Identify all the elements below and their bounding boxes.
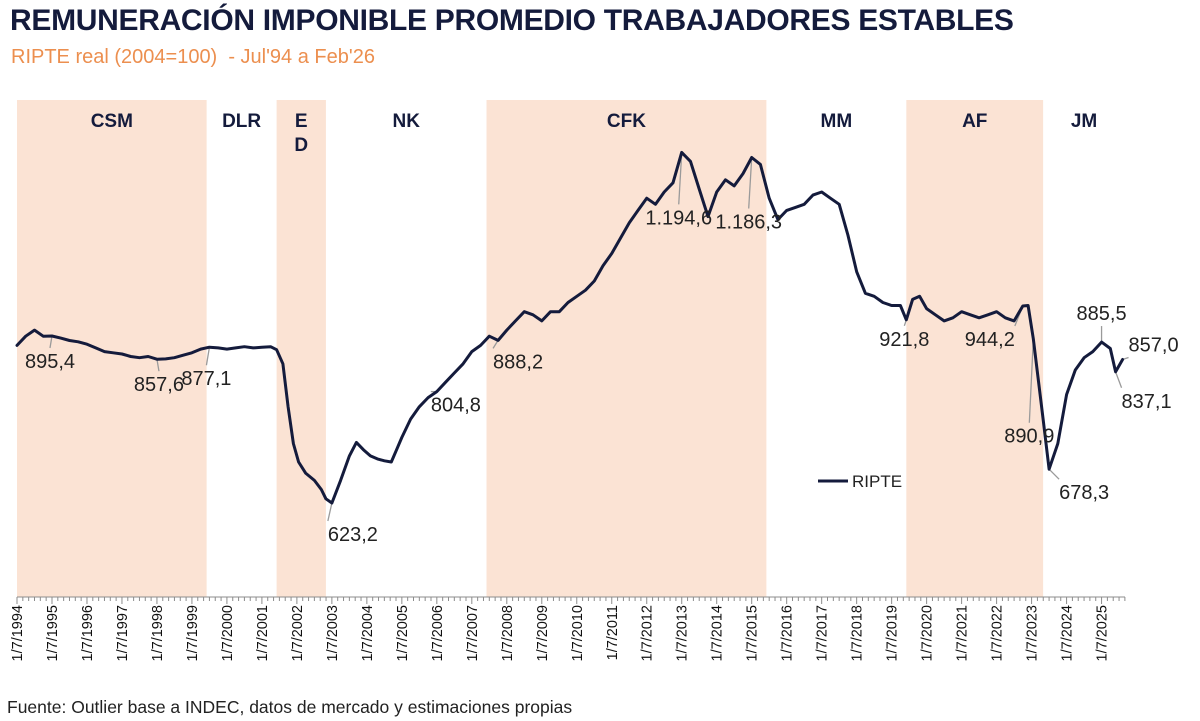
x-tick-label: 1/7/2021	[955, 605, 971, 661]
chart-subtitle: RIPTE real (2004=100) - Jul'94 a Feb'26	[11, 46, 375, 68]
annotation-leader	[156, 359, 160, 372]
annotation-label: 877,1	[181, 368, 231, 390]
period-label: CSM	[91, 111, 133, 132]
chart-title: REMUNERACIÓN IMPONIBLE PROMEDIO TRABAJAD…	[10, 4, 1014, 37]
x-tick-label: 1/7/2003	[325, 605, 341, 661]
x-tick-label: 1/7/2018	[850, 605, 866, 661]
period-bands: CSM DLR E D NK CFK MM AF JM	[17, 100, 1097, 597]
x-tick-label: 1/7/2014	[710, 605, 726, 661]
x-tick-label: 1/7/1994	[10, 605, 26, 661]
source-note: Fuente: Outlier base a INDEC, datos de m…	[7, 697, 573, 717]
period-label: AF	[962, 111, 987, 132]
x-tick-label: 1/7/2009	[535, 605, 551, 661]
x-tick-label: 1/7/2019	[885, 605, 901, 661]
x-tick-label: 1/7/1998	[150, 605, 166, 661]
period-band	[486, 100, 767, 597]
annotation-label: 888,2	[493, 351, 543, 373]
legend-label: RIPTE	[852, 472, 902, 491]
annotation-leader	[1048, 468, 1060, 480]
x-tick-label: 1/7/1999	[185, 605, 201, 661]
x-tick-label: 1/7/2023	[1025, 605, 1041, 661]
annotation-label: 804,8	[431, 395, 481, 417]
annotation-label: 623,2	[328, 524, 378, 546]
period-label: NK	[392, 111, 420, 132]
annotation-leader	[1114, 371, 1123, 388]
period-band	[17, 100, 207, 597]
period-band	[276, 100, 326, 597]
x-tick-label: 1/7/1997	[115, 605, 131, 661]
annotation-leader	[205, 347, 211, 366]
annotation-label: 885,5	[1077, 303, 1127, 325]
x-tick-label: 1/7/2005	[395, 605, 411, 661]
x-tick-label: 1/7/2000	[220, 605, 236, 661]
annotation-label: 944,2	[965, 329, 1015, 351]
x-tick-label: 1/7/2025	[1095, 605, 1111, 661]
x-tick-label: 1/7/2017	[815, 605, 831, 661]
legend: RIPTE	[818, 472, 902, 491]
annotation-label: 1.194,6	[645, 207, 712, 229]
annotation-label: 1.186,3	[715, 211, 782, 233]
x-tick-label: 1/7/1995	[45, 605, 61, 661]
annotation-label: 895,4	[25, 351, 75, 373]
annotation-label: 837,1	[1122, 391, 1172, 413]
x-tick-label: 1/7/2020	[920, 605, 936, 661]
period-label: MM	[821, 111, 853, 132]
x-tick-label: 1/7/2001	[255, 605, 271, 661]
annotation-label: 921,8	[879, 329, 929, 351]
annotation-leader	[1028, 338, 1034, 423]
period-label: CFK	[607, 111, 646, 132]
series-line-ripte	[15, 150, 1125, 505]
period-label: DLR	[222, 111, 261, 132]
x-tick-label: 1/7/2024	[1060, 605, 1076, 661]
x-tick-label: 1/7/2015	[745, 605, 761, 661]
period-band	[906, 100, 1044, 597]
annotation-leader	[492, 340, 499, 349]
annotation-leader	[748, 157, 753, 209]
x-tick-label: 1/7/1996	[80, 605, 96, 661]
annotation-label: 890,9	[1004, 426, 1054, 448]
x-tick-label: 1/7/2016	[780, 605, 796, 661]
annotation-label: 857,0	[1129, 335, 1179, 357]
x-tick-label: 1/7/2006	[430, 605, 446, 661]
x-tick-label: 1/7/2022	[990, 605, 1006, 661]
annotation-label: 678,3	[1059, 482, 1109, 504]
x-tick-label: 1/7/2013	[675, 605, 691, 661]
x-tick-label: 1/7/2012	[640, 605, 656, 661]
x-tick-label: 1/7/2002	[290, 605, 306, 661]
x-tick-label: 1/7/2004	[360, 605, 376, 661]
x-axis: 1/7/1994 1/7/1995 1/7/1996 1/7/1997 1/7/1998…	[10, 596, 1126, 661]
annotation-leader	[327, 502, 333, 522]
annotation-leader	[678, 152, 683, 205]
period-label: JM	[1071, 111, 1097, 132]
x-tick-label: 1/7/2008	[500, 605, 516, 661]
x-tick-label: 1/7/2011	[605, 605, 621, 660]
x-tick-label: 1/7/2007	[465, 605, 481, 661]
annotation-label: 857,6	[134, 374, 184, 396]
x-tick-label: 1/7/2010	[570, 605, 586, 661]
annotation-leader	[49, 335, 53, 349]
series-group	[15, 150, 1125, 505]
